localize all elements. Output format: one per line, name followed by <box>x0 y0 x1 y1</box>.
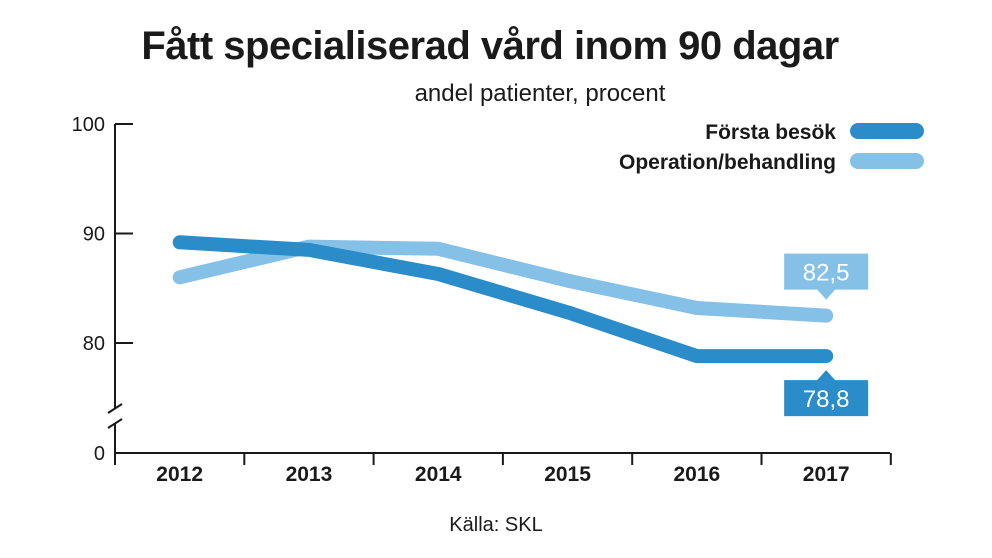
callout-box-forsta-besok <box>784 370 869 417</box>
x-tick-label: 2016 <box>673 463 720 486</box>
y-ticks: 100 90 80 0 <box>72 114 133 465</box>
series-lines <box>172 235 834 364</box>
legend-label: Operation/behandling <box>619 151 836 174</box>
legend-label: Första besök <box>705 121 836 144</box>
x-tick-label: 2012 <box>156 463 203 486</box>
chart-title: Fått specialiserad vård inom 90 dagar <box>141 24 839 68</box>
y-tick-label: 80 <box>83 333 105 355</box>
series-line-operation-behandling <box>172 239 834 323</box>
legend: Första besök Operation/behandling <box>619 121 924 174</box>
x-ticks: 2012 2013 2014 2015 2016 2017 <box>114 453 892 486</box>
y-tick-label: 90 <box>83 224 105 246</box>
callout-box-operation <box>784 253 869 300</box>
series-line-forsta-besok <box>172 235 834 364</box>
axis-break-mark-upper <box>107 403 123 414</box>
value-callouts: 82,5 78,8 <box>784 253 869 417</box>
x-tick-label: 2013 <box>286 463 333 486</box>
x-tick-label: 2015 <box>544 463 591 486</box>
x-tick-label: 2017 <box>803 463 850 486</box>
chart-subtitle: andel patienter, procent <box>414 80 666 107</box>
callout-label-operation: 82,5 <box>803 260 850 287</box>
y-tick-label: 100 <box>72 114 105 136</box>
y-tick-label: 0 <box>94 443 105 465</box>
callout-label-forsta-besok: 78,8 <box>803 386 850 413</box>
x-tick-label: 2014 <box>415 463 462 486</box>
axis-break-mark-lower <box>107 418 123 429</box>
source-note: Källa: SKL <box>449 514 543 536</box>
